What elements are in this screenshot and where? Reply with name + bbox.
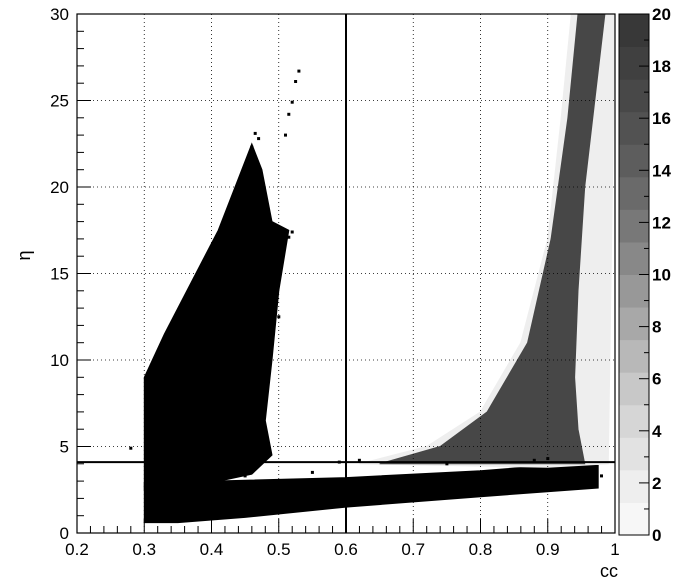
colorbar-band-14: [619, 46, 649, 80]
x-tick-label-3: 0.5: [267, 540, 291, 559]
x-tick-label-0: 0.2: [65, 540, 89, 559]
scatter-point-16: [156, 356, 160, 360]
scatter-point-30: [129, 446, 133, 450]
colorbar-band-11: [619, 144, 649, 178]
colorbar-band-4: [619, 372, 649, 406]
colorbar-label-3: 6: [652, 370, 661, 389]
scatter-point-23: [287, 235, 291, 239]
y-tick-label-1: 5: [60, 438, 69, 457]
scatter-point-31: [243, 474, 247, 478]
scatter-point-0: [297, 69, 301, 73]
scatter-point-5: [253, 131, 257, 135]
colorbar-label-2: 4: [652, 422, 662, 441]
y-axis-title: η: [14, 250, 34, 260]
scatter-point-11: [203, 263, 207, 267]
scatter-point-24: [290, 230, 294, 234]
colorbar-band-8: [619, 241, 649, 275]
y-tick-label-5: 25: [50, 92, 69, 111]
scatter-layer: [129, 69, 603, 478]
scatter-point-1: [294, 80, 298, 83]
scatter-point-20: [206, 256, 210, 260]
scatter-point-38: [250, 280, 254, 284]
scatter-point-12: [189, 292, 193, 296]
colorbar-label-9: 18: [652, 57, 671, 76]
y-tick-label-3: 15: [50, 265, 69, 284]
colorbar-label-5: 10: [652, 266, 671, 285]
scatter-point-18: [146, 379, 150, 383]
scatter-point-36: [270, 344, 274, 348]
colorbar-label-6: 12: [652, 213, 671, 232]
scatter-point-28: [532, 458, 536, 462]
x-tick-label-5: 0.7: [401, 540, 425, 559]
colorbar-band-6: [619, 307, 649, 341]
colorbar-label-1: 2: [652, 474, 661, 493]
scatter-point-32: [310, 470, 314, 474]
x-tick-label-7: 0.9: [536, 540, 560, 559]
scatter-point-17: [149, 368, 153, 372]
scatter-point-33: [593, 467, 597, 471]
y-tick-label-0: 0: [60, 524, 69, 543]
colorbar-label-10: 20: [652, 5, 671, 24]
colorbar-band-1: [619, 469, 649, 503]
scatter-point-27: [445, 462, 449, 466]
x-tick-label-1: 0.3: [132, 540, 156, 559]
colorbar: [618, 13, 650, 536]
y-tick-label-6: 30: [50, 5, 69, 24]
scatter-point-26: [357, 458, 361, 462]
scatter-point-4: [284, 133, 287, 137]
scatter-point-2: [290, 100, 294, 104]
scatter-point-22: [277, 315, 281, 319]
scatter-point-21: [216, 233, 220, 237]
scatter-point-34: [600, 474, 603, 478]
colorbar-band-7: [619, 274, 649, 308]
colorbar-band-10: [619, 176, 649, 210]
colorbar-band-2: [619, 437, 649, 471]
colorbar-band-12: [619, 111, 649, 145]
colorbar-label-4: 8: [652, 318, 661, 337]
colorbar-label-8: 16: [652, 109, 671, 128]
colorbar-band-0: [619, 502, 649, 536]
colorbar-label-7: 14: [652, 161, 671, 180]
scatter-point-37: [257, 315, 261, 319]
ticks-layer: [76, 13, 616, 534]
y-tick-label-2: 10: [50, 351, 69, 370]
regions-layer: [143, 13, 616, 524]
x-axis-title: cc: [600, 561, 618, 581]
scatter-point-14: [176, 320, 180, 324]
scatter-point-15: [162, 339, 166, 343]
scatter-point-39: [243, 246, 247, 249]
scatter-point-3: [287, 112, 291, 116]
x-tick-label-2: 0.4: [200, 540, 224, 559]
colorbar-label-0: 0: [652, 526, 661, 545]
scatter-point-9: [220, 239, 224, 243]
x-tick-label-6: 0.8: [469, 540, 493, 559]
colorbar-band-9: [619, 209, 649, 243]
scatter-point-6: [257, 137, 261, 141]
x-tick-label-8: 1: [610, 540, 619, 559]
colorbar-band-13: [619, 79, 649, 113]
colorbar-tick-labels: 0 2 4 6 8 10 12 14 16 18 20: [652, 5, 671, 545]
y-tick-label-4: 20: [50, 178, 69, 197]
scatter-point-8: [223, 223, 227, 227]
scatter-point-35: [263, 367, 267, 371]
x-tick-label-4: 0.6: [334, 540, 358, 559]
density-region-0: [143, 463, 599, 524]
cut-lines-layer: [77, 14, 615, 533]
y-tick-labels: 0 5 10 15 20 25 30: [50, 5, 69, 543]
scatter-point-19: [196, 278, 200, 282]
x-tick-labels: 0.2 0.3 0.4 0.5 0.6 0.7 0.8 0.9 1: [65, 540, 620, 559]
scatter-point-10: [210, 251, 213, 255]
colorbar-band-15: [619, 14, 649, 48]
scatter-point-7: [250, 145, 254, 149]
scatter-point-13: [183, 306, 187, 310]
colorbar-band-5: [619, 339, 649, 373]
colorbar-band-3: [619, 404, 649, 438]
